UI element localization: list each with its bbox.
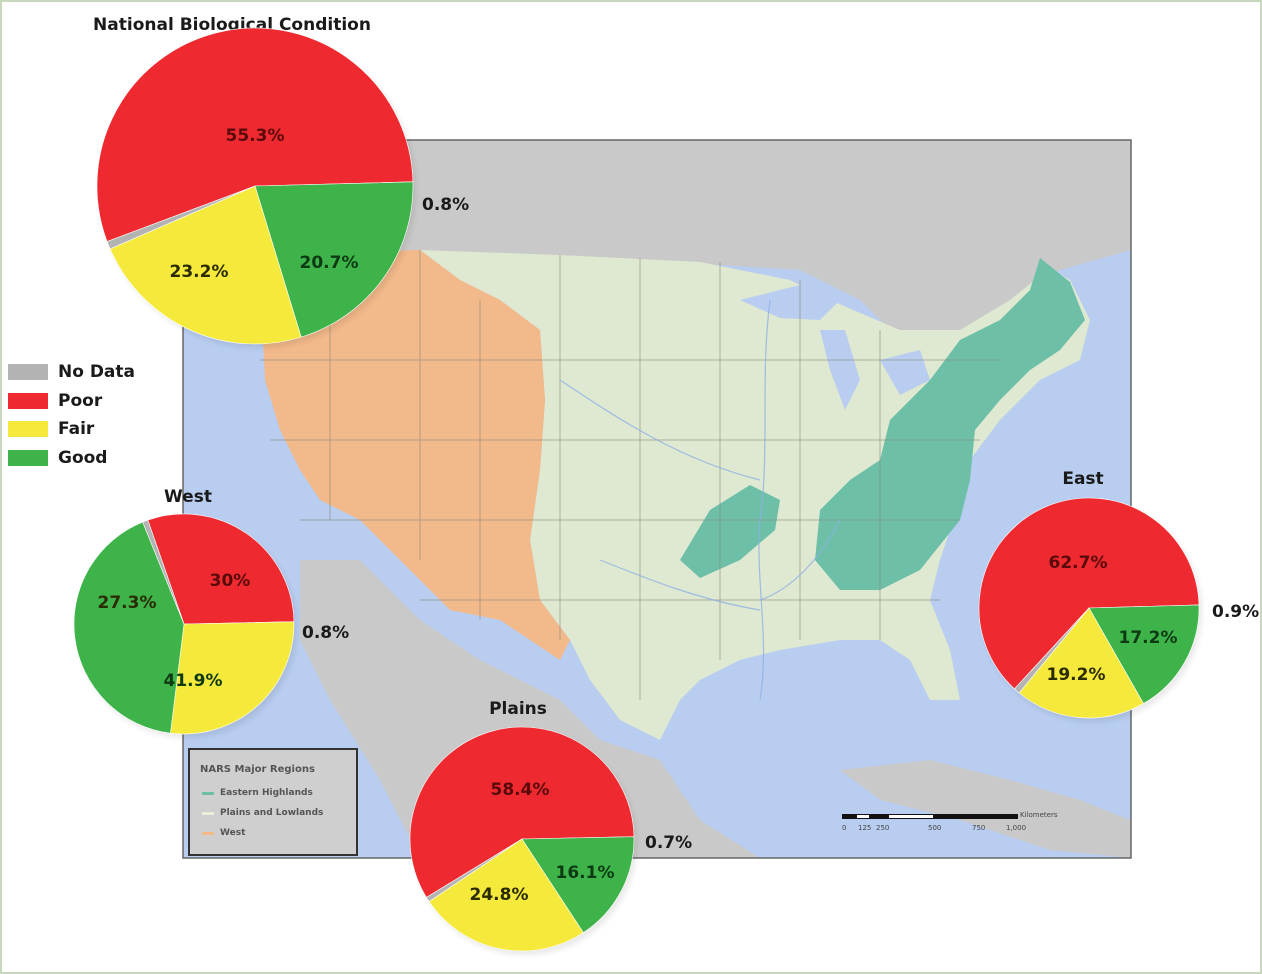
pie-slice-no-data (106, 185, 256, 250)
pie-title: Plains (489, 699, 547, 719)
legend-label: No Data (58, 362, 136, 383)
data-label-poor: 30% (210, 571, 251, 591)
scale-bar-segment (934, 814, 980, 819)
map-legend-swatch (202, 831, 214, 835)
data-label-no-data: 0.8% (422, 195, 469, 215)
data-label-no-data: 0.7% (645, 833, 692, 853)
pie-slice-no-data (1014, 607, 1090, 694)
pie-slice-good (254, 181, 414, 338)
legend-swatch (8, 449, 48, 466)
pie-title: National Biological Condition (93, 15, 371, 35)
scale-bar-segment (980, 814, 1018, 819)
pie-slice-fair (170, 621, 295, 735)
map-eastern-highlands-region (815, 258, 1085, 590)
data-label-poor: 62.7% (1049, 553, 1108, 573)
pie-slice-fair (109, 185, 302, 345)
scale-bar-segment (870, 814, 888, 819)
data-label-good: 17.2% (1119, 628, 1178, 648)
pie-slice-poor (978, 497, 1200, 690)
map-legend-item-plains-lowlands: Plains and Lowlands (202, 808, 323, 818)
map-canada-land (183, 140, 1131, 340)
pie-chart-national-biological-condition: National Biological Condition 55.3% 20.7% 2… (93, 15, 469, 345)
legend-swatch (8, 421, 48, 438)
pie-slice-poor (147, 513, 295, 625)
map-cuba-land (840, 760, 1131, 858)
pie-slice-no-data (426, 838, 523, 902)
data-label-good: 16.1% (556, 863, 615, 883)
scale-bar-unit: Kilometers (1020, 811, 1058, 819)
map-legend-item-west: West (202, 828, 245, 838)
legend-item-fair: Fair (8, 415, 135, 444)
map-west-region (260, 250, 570, 660)
scale-bar-tick: 500 (928, 824, 942, 832)
scale-bar-tick: 125 (858, 824, 872, 832)
scale-bar-tick: 0 (842, 824, 847, 832)
legend-label: Fair (58, 419, 95, 440)
legend-swatch (8, 364, 48, 381)
legend-item-good: Good (8, 444, 135, 473)
map-legend-item-eastern-highlands: Eastern Highlands (202, 788, 313, 798)
pie-slice-poor (409, 726, 635, 898)
legend-item-poor: Poor (8, 387, 135, 416)
map-state-borders (260, 250, 1000, 700)
map-border (182, 139, 1132, 859)
legend-item-no-data: No Data (8, 358, 135, 387)
data-label-poor: 55.3% (226, 126, 285, 146)
pie-slice-poor (96, 27, 414, 242)
scale-bar-segment (856, 814, 870, 819)
map-rivers (559, 299, 841, 701)
pie-slice-good (1088, 604, 1200, 704)
pie-chart-plains: Plains 58.4% 16.1% 24.8% 0.7% (409, 699, 692, 952)
data-label-fair: 19.2% (1047, 665, 1106, 685)
scale-bar-tick: 1,000 (1006, 824, 1027, 832)
pie-chart-west: West 30% 27.3% 41.9% 0.8% (73, 487, 349, 735)
pie-slice-fair (428, 838, 584, 952)
map-regions-legend: NARS Major Regions Eastern Highlands Pla… (188, 748, 358, 856)
map-regions-legend-title: NARS Major Regions (200, 764, 315, 775)
scale-bar-segment (888, 814, 934, 819)
data-label-poor: 58.4% (491, 780, 550, 800)
pie-slice-fair (1018, 607, 1144, 719)
legend-swatch (8, 392, 48, 409)
legend-label: Poor (58, 390, 103, 411)
condition-legend: No Data Poor Fair Good (8, 358, 135, 472)
scale-bar-tick: 750 (972, 824, 986, 832)
pie-chart-east: East 62.7% 17.2% 19.2% 0.9% (978, 469, 1259, 719)
pie-slice-no-data (142, 519, 185, 625)
pie-title: West (164, 487, 212, 507)
map-legend-swatch (202, 791, 214, 795)
scale-bar-tick: 250 (876, 824, 890, 832)
map-legend-label: Plains and Lowlands (220, 808, 324, 818)
data-label-no-data: 0.8% (302, 623, 349, 643)
map-mexico-land (300, 560, 760, 858)
legend-label: Good (58, 447, 108, 468)
map-legend-label: Eastern Highlands (220, 788, 313, 798)
map-legend-swatch (202, 811, 214, 815)
data-label-good: 20.7% (300, 253, 359, 273)
map-legend-label: West (220, 828, 246, 838)
data-label-good: 41.9% (164, 671, 223, 691)
data-label-fair: 27.3% (98, 593, 157, 613)
data-label-fair: 24.8% (470, 885, 529, 905)
map-ozark-highlands (680, 485, 780, 578)
scale-bar-segment (842, 814, 856, 819)
pie-slice-good (521, 836, 635, 934)
map-great-lakes (740, 285, 930, 410)
pie-slice-good (73, 521, 185, 734)
data-label-fair: 23.2% (170, 262, 229, 282)
data-label-no-data: 0.9% (1212, 602, 1259, 622)
pie-title: East (1062, 469, 1103, 489)
scale-bar: Kilometers 0 125 250 500 750 1,000 (842, 810, 1082, 840)
